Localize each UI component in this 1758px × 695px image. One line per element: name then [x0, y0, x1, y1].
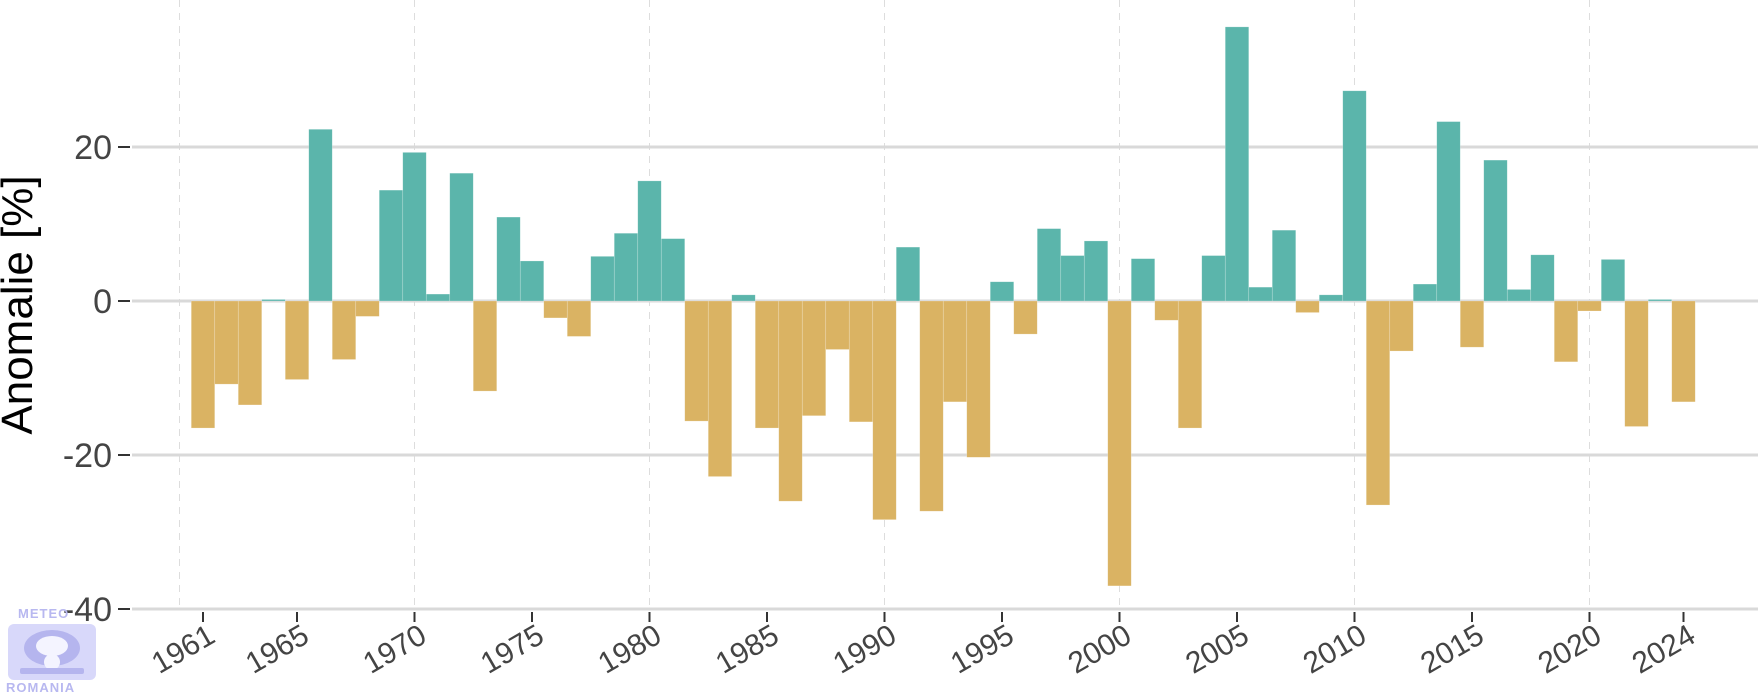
bar: [590, 256, 615, 302]
x-tick-label: 2024: [1627, 618, 1701, 680]
bar: [895, 246, 921, 302]
bars: [190, 26, 1696, 587]
bar: [825, 300, 850, 350]
bar: [1671, 300, 1696, 403]
bar: [1036, 228, 1062, 302]
bar: [566, 300, 592, 337]
bar: [472, 300, 498, 392]
bar: [707, 300, 733, 477]
x-tick-label: 1970: [358, 618, 432, 680]
x-tick-label: 1990: [828, 618, 902, 680]
bar: [1060, 255, 1085, 302]
y-axis-label: Anomalie [%]: [0, 175, 42, 434]
x-tick-label: 2020: [1533, 618, 1607, 680]
bar: [754, 300, 780, 429]
bar: [660, 238, 686, 302]
bar: [966, 300, 991, 458]
bar: [1107, 300, 1132, 587]
bar: [1506, 289, 1532, 302]
bar: [1577, 300, 1602, 312]
bar: [1365, 300, 1391, 506]
y-tick-label: 0: [93, 283, 112, 321]
x-tick-label: 2000: [1063, 618, 1137, 680]
bar: [543, 300, 568, 319]
x-tick-label: 1985: [710, 618, 784, 680]
logo-emblem-icon: [8, 624, 96, 680]
meteo-romania-logo: METEO ROMANIA: [4, 606, 100, 695]
x-tick-label: 2015: [1415, 618, 1489, 680]
bar: [1271, 229, 1297, 302]
bar: [378, 189, 404, 302]
bar: [496, 216, 521, 302]
bar: [355, 300, 380, 317]
bar: [942, 300, 968, 403]
bar: [1459, 300, 1485, 348]
bar: [989, 281, 1015, 302]
bar: [731, 294, 756, 302]
bar: [519, 260, 545, 302]
bar: [613, 232, 639, 302]
logo-text-bottom: ROMANIA: [6, 680, 76, 695]
bar: [684, 300, 709, 422]
bar: [1483, 159, 1508, 302]
y-tick-label: -40: [63, 591, 112, 629]
x-tick-label: 1995: [945, 618, 1019, 680]
bar: [284, 300, 310, 380]
bar: [331, 300, 357, 360]
x-tick-label: 1965: [240, 618, 314, 680]
y-tick-label: -20: [63, 437, 112, 475]
bar: [1389, 300, 1414, 352]
bar: [1295, 300, 1320, 313]
bar: [1154, 300, 1179, 321]
bar: [1624, 300, 1649, 427]
bar: [308, 128, 333, 302]
bar: [425, 293, 451, 302]
bar: [449, 172, 474, 302]
bar: [637, 180, 662, 302]
bar: [261, 299, 286, 302]
bar: [1412, 283, 1438, 302]
bar: [1530, 254, 1555, 302]
bar: [1436, 121, 1461, 302]
bar: [237, 300, 263, 406]
x-tick-label: 2010: [1298, 618, 1372, 680]
bar: [1013, 300, 1038, 335]
bar: [919, 300, 944, 512]
x-tick-label: 1975: [475, 618, 549, 680]
bar: [872, 300, 897, 520]
x-tick-label: 2005: [1180, 618, 1254, 680]
y-tick-label: 20: [74, 129, 112, 167]
bar: [1083, 240, 1109, 302]
bar: [1224, 26, 1250, 302]
bar: [1248, 286, 1273, 302]
bar: [1318, 294, 1344, 302]
logo-text-top: METEO: [18, 606, 70, 621]
bar: [1600, 259, 1626, 302]
bar: [848, 300, 874, 423]
bar: [402, 152, 427, 302]
bar: [214, 300, 239, 385]
bar: [190, 300, 216, 429]
bar: [778, 300, 803, 502]
bar: [1177, 300, 1203, 429]
x-tick-label: 1961: [146, 618, 220, 680]
bar: [1130, 258, 1156, 302]
bar: [1342, 90, 1367, 302]
bar: [1553, 300, 1579, 363]
bar: [1647, 299, 1673, 302]
bar: [1201, 255, 1226, 302]
bar: [801, 300, 827, 417]
x-tick-label: 1980: [593, 618, 667, 680]
